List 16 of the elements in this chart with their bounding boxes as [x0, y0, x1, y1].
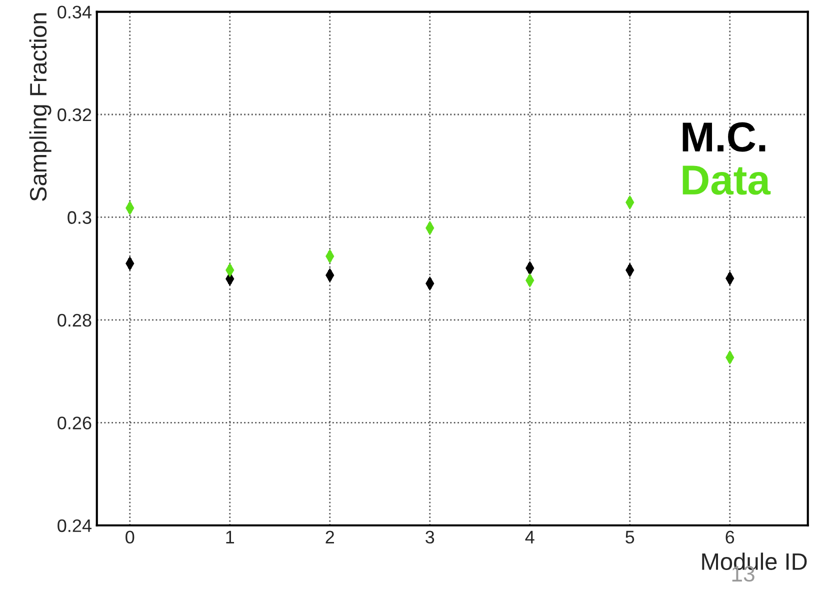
x-tick-label: 2	[326, 530, 334, 544]
y-tick-label: 0.3	[68, 211, 92, 224]
series-label: Data	[682, 166, 771, 195]
y-axis-title: Sampling Fraction	[29, 13, 52, 201]
y-tick-label: 0.34	[58, 6, 92, 18]
y-tick-label: 0.26	[58, 416, 92, 430]
x-tick-label: 0	[126, 530, 134, 544]
x-tick-label: 5	[626, 530, 634, 544]
y-tick-label: 0.24	[58, 519, 92, 532]
x-tick-label: 6	[726, 530, 734, 544]
y-tick-label: 0.32	[58, 108, 92, 122]
x-tick-label: 4	[525, 530, 534, 544]
x-tick-label: 3	[426, 530, 434, 544]
text: M.C.	[682, 122, 766, 152]
x-tick-label: 1	[226, 530, 234, 544]
y-tick-label: 0.28	[58, 314, 92, 327]
